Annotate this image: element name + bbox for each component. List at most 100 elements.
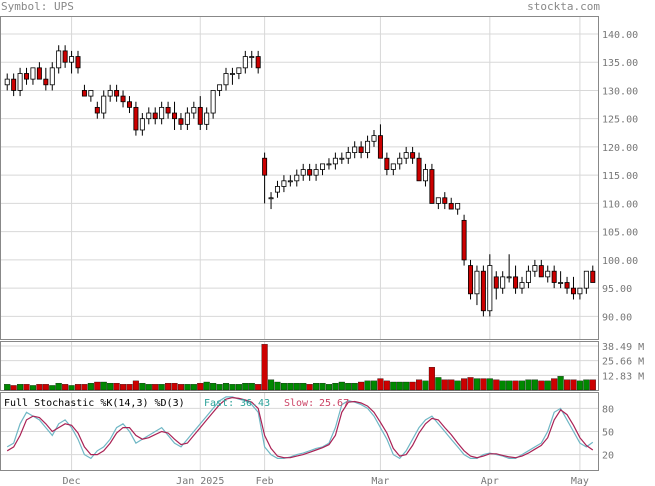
candle-body (532, 265, 538, 272)
price-tick-label: 95.00 (602, 284, 632, 295)
candle-body (448, 203, 454, 210)
candle-body (229, 73, 235, 75)
candle-body (56, 50, 62, 69)
candle-body (126, 101, 132, 108)
month-label: Mar (371, 476, 389, 486)
volume-bar (42, 384, 49, 391)
volume-bar (222, 382, 230, 391)
volume-bar (525, 379, 532, 391)
volume-bar (435, 377, 442, 391)
volume-bar (409, 381, 416, 391)
candle-body (152, 112, 158, 120)
candle-body (358, 146, 364, 153)
volume-bar (139, 382, 146, 391)
volume-bar (313, 382, 320, 391)
volume-bar (274, 381, 281, 391)
candle-body (429, 169, 435, 204)
candle-body (249, 56, 255, 58)
volume-bar (403, 381, 410, 391)
candle-body (75, 56, 81, 69)
price-tick-label: 135.00 (602, 58, 638, 69)
volume-bar (415, 379, 423, 391)
volume-bar (267, 379, 275, 391)
volume-bar (364, 380, 371, 391)
volume-bar (370, 380, 378, 391)
candle-body (101, 95, 107, 114)
volume-bar (107, 382, 114, 391)
volume-bar (165, 382, 172, 391)
volume-bar (461, 378, 468, 391)
price-tick-label: 125.00 (602, 115, 638, 126)
volume-bar (506, 380, 513, 391)
candle-body (184, 112, 190, 125)
candle-body (210, 90, 216, 114)
price-tick-label: 110.00 (602, 199, 638, 210)
volume-bar (293, 382, 300, 391)
volume-bar (49, 385, 56, 391)
stoch-slow-line (6, 396, 594, 459)
candle-body (506, 276, 512, 279)
volume-bar (287, 382, 294, 391)
volume-bar (512, 380, 519, 391)
volume-bar (454, 380, 461, 391)
volume-bar (255, 384, 262, 391)
candle-body (583, 270, 589, 289)
candle-body (191, 106, 197, 114)
volume-bar (177, 384, 185, 391)
volume-bar (68, 385, 75, 391)
candle-body (538, 265, 544, 278)
candlesticks (4, 45, 596, 317)
month-label: Jan 2025 (176, 476, 224, 486)
volume-bar (190, 384, 197, 391)
candle-body (307, 169, 313, 176)
candle-body (474, 270, 480, 295)
candle-body (468, 265, 474, 295)
volume-bar (210, 382, 217, 391)
volume-bar (493, 379, 500, 391)
volume-bar (518, 380, 526, 391)
candle-body (410, 152, 416, 159)
candle-body (287, 180, 293, 183)
candle-body (217, 84, 223, 91)
candle-body (551, 270, 557, 283)
volume-bar (81, 384, 88, 391)
candle-body (564, 282, 570, 289)
candle-body (69, 56, 75, 63)
candle-body (377, 135, 383, 159)
candle-body (577, 287, 583, 295)
symbol-label: Symbol: UPS (1, 0, 74, 13)
volume-bar (422, 380, 429, 391)
candle-body (455, 203, 461, 210)
volume-bar (152, 384, 159, 391)
candle-body (139, 118, 145, 131)
volume-bar (480, 378, 487, 391)
candle-body (204, 112, 210, 125)
candle-body (197, 106, 203, 125)
price-panel (0, 16, 599, 340)
candle-body (326, 163, 332, 166)
volume-bar (280, 382, 287, 391)
candle-body (339, 157, 345, 160)
stochastic-lines (6, 396, 594, 460)
volume-tick-label: 12.83 M (602, 371, 644, 382)
price-tick-label: 130.00 (602, 86, 638, 97)
volume-bar (338, 381, 345, 391)
candle-body (442, 197, 448, 204)
price-tick-label: 100.00 (602, 256, 638, 267)
volume-bar (62, 384, 69, 391)
volume-bar (325, 384, 333, 391)
volume-bars (4, 344, 596, 391)
candle-body (255, 56, 261, 69)
candle-body (274, 186, 280, 193)
volume-bar (23, 384, 30, 391)
volume-bar (171, 382, 178, 391)
volume-bar (248, 382, 255, 391)
month-label: Apr (481, 476, 499, 486)
volume-bar (94, 381, 101, 391)
volume-bar (87, 382, 94, 391)
volume-bar (448, 379, 455, 391)
stoch-title: Full Stochastic %K(14,3) %D(3) (4, 398, 185, 409)
candle-body (81, 90, 87, 97)
volume-bar (377, 378, 384, 391)
volume-bar (358, 381, 365, 391)
